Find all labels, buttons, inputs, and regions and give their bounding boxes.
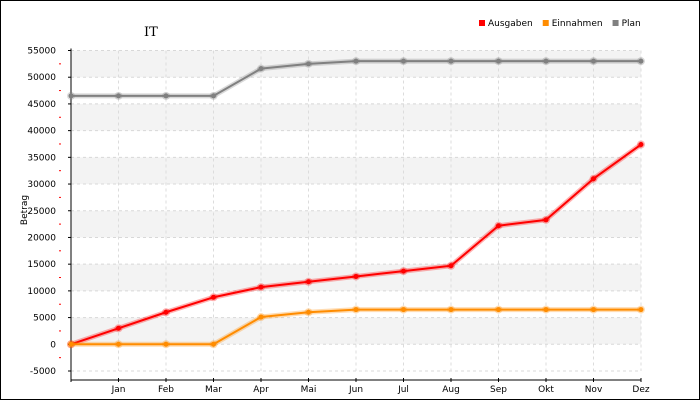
x-tick-label: Jun [348,385,363,395]
y-tick-label: 50000 [27,73,56,83]
x-tick-labels: Jan Feb Mar Apr Mai Jun Jul Aug Sep Okt Nov Dez [111,385,650,395]
axes [59,48,642,382]
legend-label: Einnahmen [552,19,603,29]
y-tick-label: 15000 [27,260,56,270]
data-point [211,294,216,300]
data-point [353,58,359,64]
legend-swatch [479,20,485,26]
y-tick-label: 35000 [27,153,56,163]
data-point [68,93,74,99]
chart-title: IT [144,25,158,40]
data-point [211,341,216,347]
data-point [306,309,311,315]
data-point [496,58,501,64]
data-point [543,217,549,223]
data-point [211,93,216,99]
data-point [496,307,501,313]
y-axis-label: Betrag [20,195,30,225]
data-point [258,284,264,290]
series-lines [67,57,645,349]
data-point [591,307,596,313]
data-point [353,273,359,279]
data-point [638,142,644,148]
data-point [448,263,454,269]
y-tick-labels: -5000 0 5000 10000 15000 20000 25000 30000 35000… [27,47,56,378]
x-tick-label: Feb [158,385,174,395]
x-tick-label: Mar [205,385,222,395]
y-tick-label: 0 [50,340,56,350]
y-tick-label: 5000 [33,314,56,324]
legend: Ausgaben Einnahmen Plan [479,19,641,29]
y-tick-label: 30000 [27,180,56,190]
data-point [163,341,169,347]
data-point [163,309,169,315]
data-point [353,307,359,313]
data-point [401,307,406,313]
x-tick-label: Aug [442,385,460,395]
data-point [591,58,596,64]
data-point [638,307,644,313]
x-tick-label: Nov [585,385,603,395]
legend-swatch [612,20,619,26]
gridlines [71,50,642,372]
data-point [448,58,454,64]
data-point [116,325,121,331]
x-tick-label: Okt [538,385,554,395]
x-tick-label: Jan [111,385,126,395]
data-point [638,58,644,64]
x-tick-label: Sep [490,385,507,395]
data-point [306,61,311,67]
data-point [306,279,311,285]
x-tick-label: Jul [397,385,409,395]
data-point [258,66,264,72]
y-tick-label: 25000 [27,207,56,217]
legend-swatch [542,20,549,26]
data-point [258,314,264,320]
data-point [543,307,549,313]
data-point [116,341,121,347]
data-point [116,93,121,99]
x-tick-label: Apr [253,385,269,395]
data-point [496,223,501,229]
data-point [401,58,406,64]
x-tick-label: Dez [632,385,649,395]
data-point [68,341,74,347]
data-point [163,93,169,99]
y-tick-label: -5000 [30,367,56,377]
y-tick-label: 10000 [27,287,56,297]
legend-label: Ausgaben [488,19,533,29]
y-tick-label: 40000 [27,127,56,137]
data-point [448,307,454,313]
data-point [591,176,596,182]
x-tick-label: Mai [301,385,317,395]
y-tick-label: 45000 [27,100,56,110]
data-point [543,58,549,64]
y-tick-label: 55000 [27,47,56,57]
y-tick-label: 20000 [27,233,56,243]
data-point [401,268,406,274]
legend-label: Plan [622,19,641,29]
